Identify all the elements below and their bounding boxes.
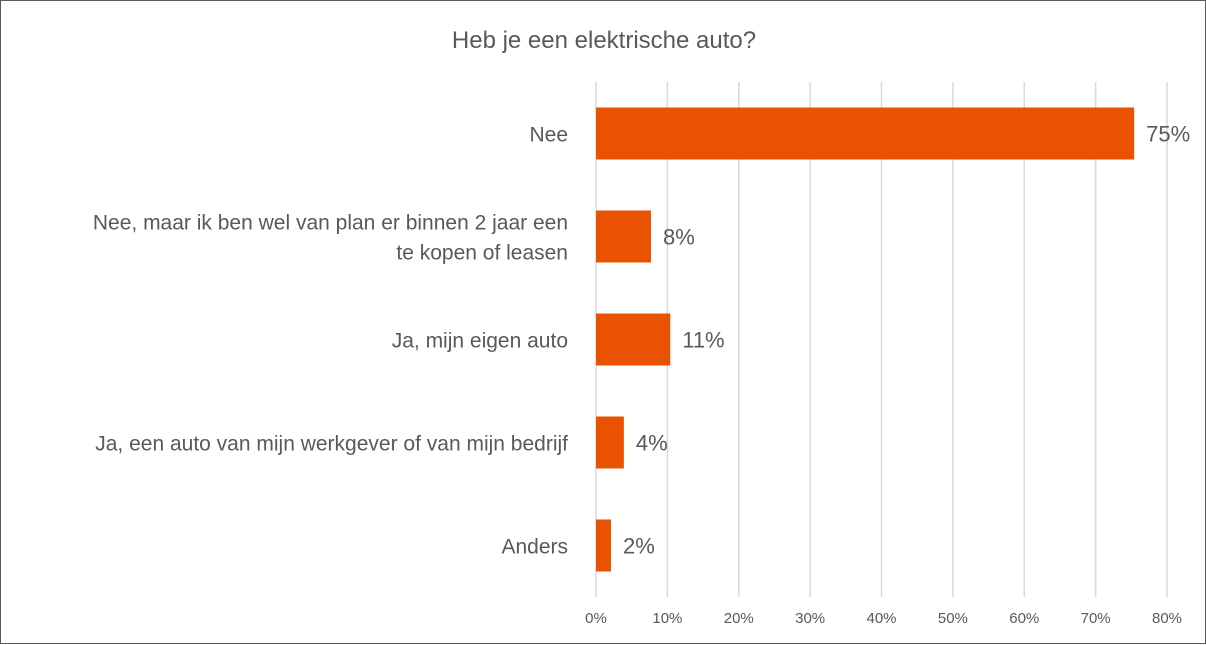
category-label: Anders bbox=[501, 536, 568, 559]
x-tick-label: 70% bbox=[1081, 610, 1111, 627]
category-label: te kopen of leasen bbox=[396, 242, 568, 265]
x-tick-label: 30% bbox=[795, 610, 825, 627]
x-tick-label: 20% bbox=[724, 610, 754, 627]
bar bbox=[596, 210, 651, 263]
category-label: Nee bbox=[529, 124, 568, 147]
bar bbox=[596, 416, 624, 469]
x-tick-label: 10% bbox=[652, 610, 682, 627]
data-label: 75% bbox=[1146, 122, 1190, 147]
chart-title: Heb je een elektrische auto? bbox=[452, 27, 756, 54]
category-label: Ja, mijn eigen auto bbox=[392, 330, 568, 353]
x-tick-label: 60% bbox=[1009, 610, 1039, 627]
data-label: 8% bbox=[663, 225, 695, 250]
x-tick-label: 50% bbox=[938, 610, 968, 627]
bar bbox=[596, 107, 1135, 160]
x-tick-label: 0% bbox=[585, 610, 607, 627]
data-label: 2% bbox=[623, 534, 655, 559]
bar bbox=[596, 519, 611, 572]
x-tick-label: 80% bbox=[1152, 610, 1182, 627]
bar bbox=[596, 313, 671, 366]
category-label: Ja, een auto van mijn werkgever of van m… bbox=[95, 433, 568, 456]
category-label: Nee, maar ik ben wel van plan er binnen … bbox=[93, 212, 568, 235]
data-label: 11% bbox=[682, 328, 724, 353]
x-tick-label: 40% bbox=[866, 610, 896, 627]
data-label: 4% bbox=[636, 431, 668, 456]
